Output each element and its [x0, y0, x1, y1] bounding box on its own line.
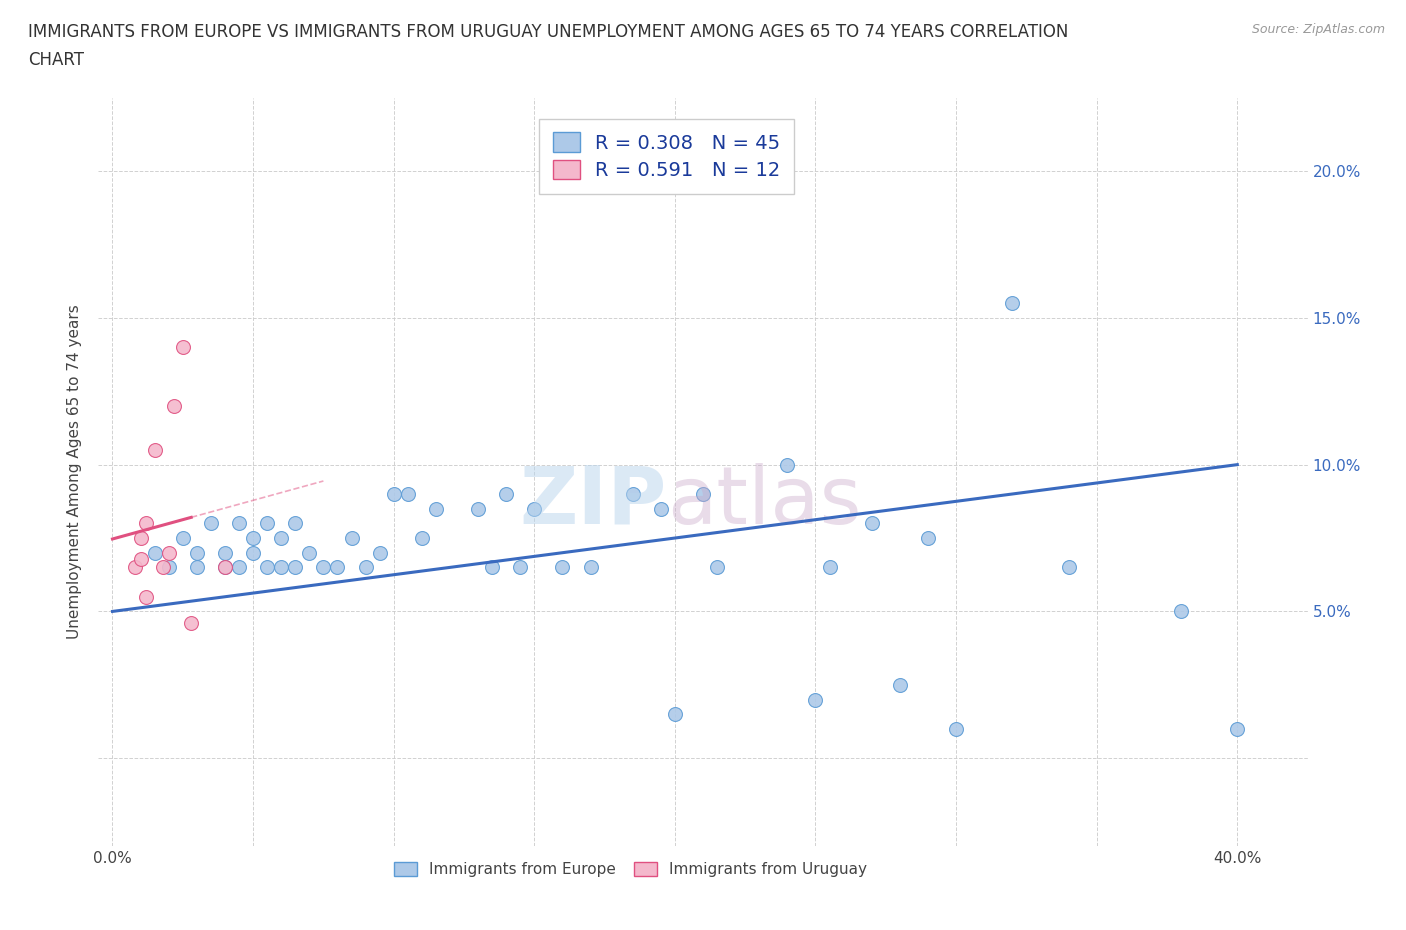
Point	[135, 516, 157, 531]
Point	[804, 692, 827, 707]
Point	[1170, 604, 1192, 618]
Point	[214, 560, 236, 575]
Point	[509, 560, 531, 575]
Point	[180, 616, 202, 631]
Point	[143, 443, 166, 458]
Point	[152, 560, 174, 575]
Point	[284, 560, 307, 575]
Point	[621, 486, 644, 501]
Point	[163, 398, 186, 413]
Point	[312, 560, 335, 575]
Point	[706, 560, 728, 575]
Point	[157, 545, 180, 560]
Point	[523, 501, 546, 516]
Point	[382, 486, 405, 501]
Point	[368, 545, 391, 560]
Point	[228, 516, 250, 531]
Point	[214, 545, 236, 560]
Point	[411, 531, 433, 546]
Point	[157, 560, 180, 575]
Point	[270, 560, 292, 575]
Point	[1226, 722, 1249, 737]
Y-axis label: Unemployment Among Ages 65 to 74 years: Unemployment Among Ages 65 to 74 years	[67, 305, 83, 639]
Point	[1001, 296, 1024, 311]
Text: Source: ZipAtlas.com: Source: ZipAtlas.com	[1251, 23, 1385, 36]
Text: atlas: atlas	[666, 463, 860, 541]
Point	[270, 531, 292, 546]
Point	[256, 516, 278, 531]
Point	[889, 677, 911, 692]
Text: ZIP: ZIP	[519, 463, 666, 541]
Point	[172, 339, 194, 354]
Text: CHART: CHART	[28, 51, 84, 69]
Text: IMMIGRANTS FROM EUROPE VS IMMIGRANTS FROM URUGUAY UNEMPLOYMENT AMONG AGES 65 TO : IMMIGRANTS FROM EUROPE VS IMMIGRANTS FRO…	[28, 23, 1069, 41]
Point	[776, 458, 799, 472]
Point	[326, 560, 349, 575]
Point	[256, 560, 278, 575]
Point	[579, 560, 602, 575]
Point	[129, 551, 152, 566]
Point	[298, 545, 321, 560]
Point	[551, 560, 574, 575]
Point	[860, 516, 883, 531]
Point	[340, 531, 363, 546]
Point	[425, 501, 447, 516]
Legend: Immigrants from Europe, Immigrants from Uruguay: Immigrants from Europe, Immigrants from …	[388, 857, 873, 884]
Point	[242, 545, 264, 560]
Point	[396, 486, 419, 501]
Point	[650, 501, 672, 516]
Point	[143, 545, 166, 560]
Point	[214, 560, 236, 575]
Point	[186, 560, 208, 575]
Point	[135, 590, 157, 604]
Point	[186, 545, 208, 560]
Point	[818, 560, 841, 575]
Point	[172, 531, 194, 546]
Point	[200, 516, 222, 531]
Point	[284, 516, 307, 531]
Point	[129, 531, 152, 546]
Point	[917, 531, 939, 546]
Point	[124, 560, 146, 575]
Point	[664, 707, 686, 722]
Point	[495, 486, 517, 501]
Point	[228, 560, 250, 575]
Point	[1057, 560, 1080, 575]
Point	[692, 486, 714, 501]
Point	[467, 501, 489, 516]
Point	[354, 560, 377, 575]
Point	[945, 722, 967, 737]
Point	[481, 560, 503, 575]
Point	[242, 531, 264, 546]
